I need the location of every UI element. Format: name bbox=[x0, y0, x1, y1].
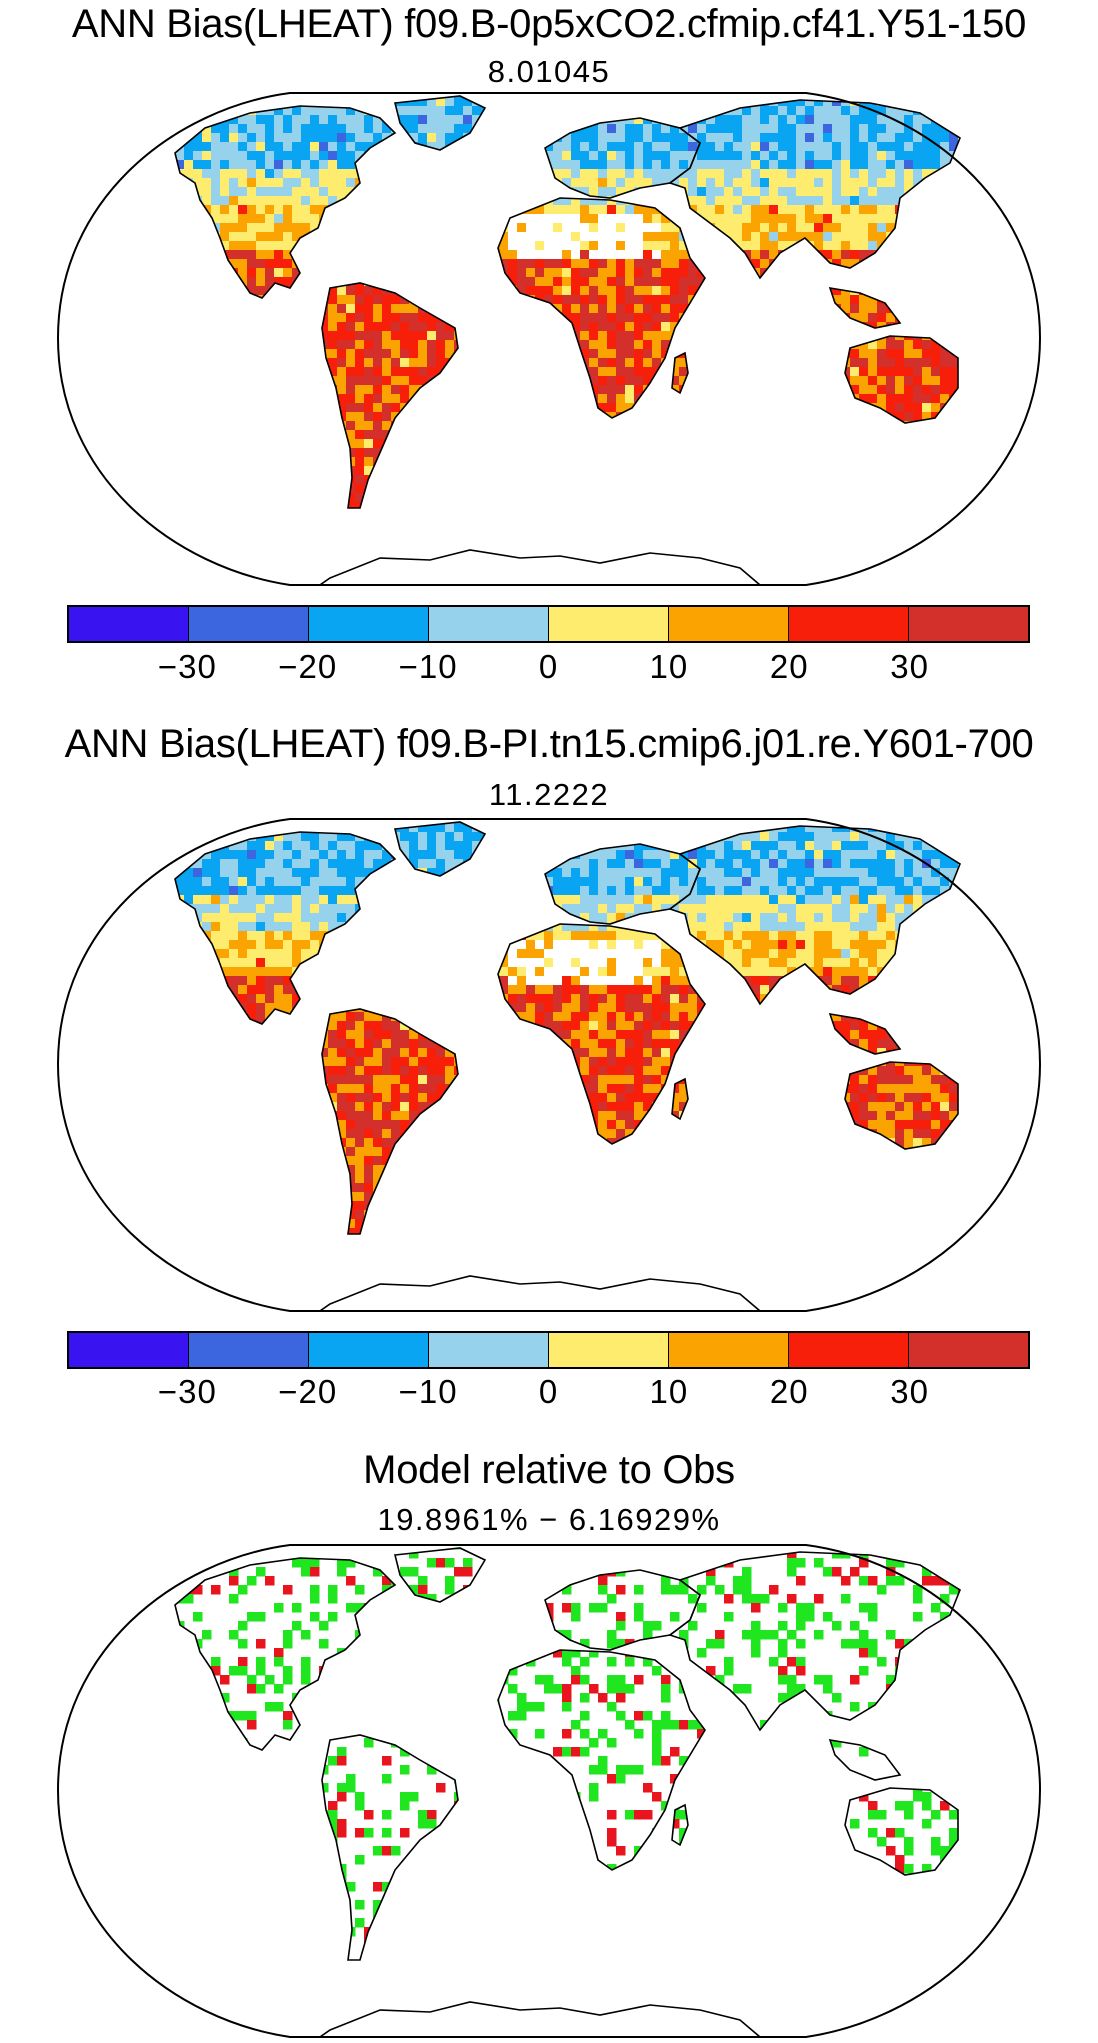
map-frame bbox=[56, 1544, 1042, 2038]
coastline-asia bbox=[668, 1551, 961, 1732]
panel2-title: ANN Bias(LHEAT) f09.B-PI.tn15.cmip6.j01.… bbox=[64, 722, 1034, 766]
map-frame bbox=[56, 818, 1042, 1312]
map-frame bbox=[56, 92, 1042, 586]
colorbar-segment bbox=[549, 607, 669, 641]
colorbar-tick-label: −10 bbox=[398, 1373, 458, 1410]
colorbar-segment bbox=[909, 607, 1028, 641]
coastline-seasia bbox=[828, 1012, 902, 1055]
coastline-australia bbox=[844, 1787, 959, 1876]
colorbar-segment bbox=[189, 1333, 309, 1367]
coastline-seasia bbox=[828, 286, 902, 329]
colorbar-segment bbox=[789, 607, 909, 641]
colorbar-segment bbox=[429, 1333, 549, 1367]
panel2-map bbox=[56, 818, 1042, 1312]
colorbar-segment bbox=[69, 607, 189, 641]
coastline-africa bbox=[497, 923, 706, 1145]
colorbar-tick-label: 30 bbox=[890, 1373, 929, 1410]
colorbar-tick-label: −20 bbox=[278, 1373, 338, 1410]
coastline-samerica bbox=[321, 1008, 459, 1235]
coastline-africa bbox=[497, 1649, 706, 1871]
coastline-namerica bbox=[174, 1557, 397, 1751]
coastline-africa bbox=[497, 197, 706, 419]
coastline-australia bbox=[844, 1061, 959, 1150]
panel3-title: Model relative to Obs bbox=[363, 1448, 735, 1492]
coastline-samerica bbox=[321, 282, 459, 509]
colorbar-segment bbox=[429, 607, 549, 641]
colorbar-tick-label: 30 bbox=[890, 648, 929, 685]
colorbar-segment bbox=[309, 1333, 429, 1367]
coastline-greenland bbox=[394, 95, 487, 151]
coastline-australia bbox=[844, 335, 959, 424]
panel2-colorbar bbox=[67, 1331, 1030, 1369]
panel1-colorbar-ticks: −30 −20 −10 0 10 20 30 bbox=[0, 648, 1098, 688]
colorbar-segment bbox=[69, 1333, 189, 1367]
coastline-seasia bbox=[828, 1738, 902, 1781]
colorbar-segment bbox=[909, 1333, 1028, 1367]
coastline-asia bbox=[668, 825, 961, 1006]
colorbar-segment bbox=[669, 607, 789, 641]
coastline-namerica bbox=[174, 831, 397, 1025]
map-frame-fill bbox=[58, 1545, 1040, 2037]
colorbar-tick-label: −30 bbox=[157, 648, 217, 685]
coastlines bbox=[174, 1547, 961, 2038]
colorbar-tick-label: 20 bbox=[769, 1373, 809, 1410]
colorbar-tick-label: −30 bbox=[157, 1373, 217, 1410]
coastline-asia bbox=[668, 99, 961, 280]
coastline-madagascar bbox=[671, 1803, 689, 1847]
coastline-madagascar bbox=[671, 1077, 689, 1121]
panel1-title: ANN Bias(LHEAT) f09.B-0p5xCO2.cfmip.cf41… bbox=[71, 2, 1027, 46]
coastline-namerica bbox=[174, 105, 397, 299]
panel1-map bbox=[56, 92, 1042, 586]
colorbar-tick-label: 10 bbox=[649, 648, 689, 685]
colorbar-segment bbox=[669, 1333, 789, 1367]
colorbar-tick-label: 10 bbox=[649, 1373, 689, 1410]
panel3-map bbox=[56, 1544, 1042, 2038]
panel3-percent-values: 19.8961% − 6.16929% bbox=[377, 1502, 721, 1537]
coastline-greenland bbox=[394, 821, 487, 877]
coastline-samerica bbox=[321, 1734, 459, 1961]
panel1-mean-value: 8.01045 bbox=[487, 54, 611, 89]
panel2-colorbar-ticks: −30 −20 −10 0 10 20 30 bbox=[0, 1373, 1098, 1413]
colorbar-tick-label: −20 bbox=[278, 648, 338, 685]
colorbar-tick-label: 20 bbox=[769, 648, 809, 685]
panel1-colorbar bbox=[67, 605, 1030, 643]
colorbar-segment bbox=[189, 607, 309, 641]
colorbar-tick-label: 0 bbox=[538, 648, 559, 685]
coastline-greenland bbox=[394, 1547, 487, 1603]
colorbar-segment bbox=[309, 607, 429, 641]
panel2-mean-value: 11.2222 bbox=[488, 777, 610, 812]
colorbar-tick-label: −10 bbox=[398, 648, 458, 685]
colorbar-segment bbox=[549, 1333, 669, 1367]
colorbar-segment bbox=[789, 1333, 909, 1367]
coastline-madagascar bbox=[671, 351, 689, 395]
colorbar-tick-label: 0 bbox=[538, 1373, 559, 1410]
